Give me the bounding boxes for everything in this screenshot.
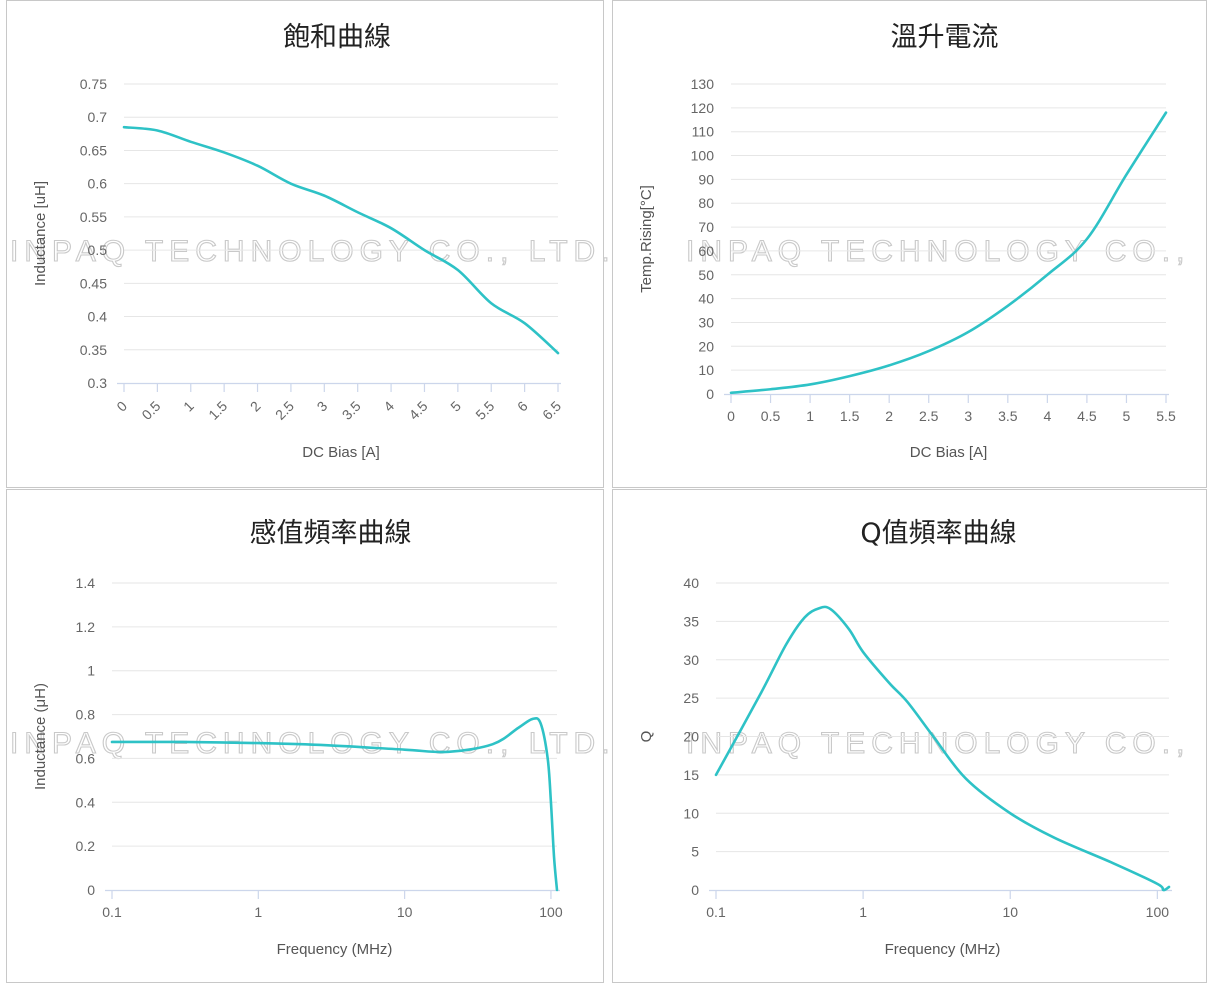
q-frequency-x-tick-label: 10: [1002, 904, 1018, 920]
inductance-frequency-y-tick-label: 1.4: [76, 575, 96, 591]
q-frequency-x-tick-label: 100: [1146, 904, 1170, 920]
saturation-x-axis-label: DC Bias [A]: [302, 444, 380, 461]
q-frequency-y-axis-label: Q: [638, 731, 655, 743]
inductance-frequency-series-line: [110, 716, 559, 892]
saturation-x-tick-label: 0.5: [138, 398, 163, 423]
inductance-frequency-y-tick-label: 0.4: [76, 794, 96, 810]
temperature-rise-x-tick-label: 1.5: [840, 408, 860, 424]
temperature-rise-chart-title: 溫升電流: [891, 22, 999, 53]
temperature-rise-y-tick-label: 70: [698, 219, 714, 235]
temperature-rise-x-tick-label: 2.5: [919, 408, 939, 424]
inductance-frequency-x-tick-label: 100: [539, 904, 563, 920]
inductance-frequency-y-tick-label: 1: [87, 663, 95, 679]
temperature-rise-x-tick-label: 5.5: [1156, 408, 1176, 424]
temperature-rise-y-axis-label: Temp.Rising[°C]: [638, 185, 655, 293]
q-frequency-y-tick-label: 30: [683, 652, 699, 668]
temperature-rise-x-axis-label: DC Bias [A]: [910, 444, 988, 461]
temperature-rise-y-tick-label: 100: [691, 148, 715, 164]
temperature-rise-x-tick-label: 3: [964, 408, 972, 424]
saturation-y-tick-label: 0.75: [80, 76, 107, 92]
saturation-y-axis-label: Inductance [uH]: [32, 181, 49, 286]
saturation-x-tick-label: 2.5: [272, 398, 297, 423]
inductance-frequency-x-tick-label: 1: [254, 904, 262, 920]
temperature-rise-x-tick-label: 2: [885, 408, 893, 424]
saturation-x-tick-label: 0: [113, 398, 130, 415]
temperature-rise-x-tick-label: 0: [727, 408, 735, 424]
inductance-frequency-y-tick-label: 0: [87, 882, 95, 898]
saturation-x-tick-label: 4.5: [406, 398, 431, 423]
q-frequency-x-axis-label: Frequency (MHz): [885, 941, 1001, 958]
q-frequency-y-tick-label: 20: [683, 729, 699, 745]
temperature-rise-y-tick-label: 0: [706, 386, 714, 402]
q-frequency-x-tick-label: 0.1: [706, 904, 726, 920]
saturation-y-tick-label: 0.45: [80, 275, 107, 291]
saturation-y-tick-label: 0.5: [88, 242, 108, 258]
temperature-rise-y-tick-label: 40: [698, 291, 714, 307]
saturation-chart-panel: 飽和曲線 0.3 0.35 0.4 0.45 0.5 0.55 0.6 0.65 0.7 0.75 0…: [6, 0, 604, 488]
q-frequency-y-tick-label: 40: [683, 575, 699, 591]
saturation-x-tick-label: 6.5: [539, 398, 564, 423]
q-frequency-chart: Q值頻率曲線 0 5 10 15 20 25 30 35 40 0.1 1 10 100 Frequency…: [638, 518, 1172, 958]
q-frequency-chart-title: Q值頻率曲線: [860, 518, 1016, 549]
q-frequency-chart-panel: Q值頻率曲線 0 5 10 15 20 25 30 35 40 0.1 1 10 100 Frequency…: [612, 489, 1207, 983]
temperature-rise-x-tick-label: 1: [806, 408, 814, 424]
inductance-frequency-chart-title: 感值頻率曲線: [250, 518, 412, 549]
temperature-rise-y-tick-label: 50: [698, 267, 714, 283]
inductance-frequency-y-tick-label: 0.6: [76, 750, 96, 766]
temperature-rise-y-tick-label: 90: [698, 171, 714, 187]
temperature-rise-x-tick-label: 3.5: [998, 408, 1018, 424]
temperature-rise-y-tick-label: 110: [692, 124, 715, 140]
inductance-frequency-chart: 感值頻率曲線 0 0.2 0.4 0.6 0.8 1 1.2 1.4 0.1 1 10 100 Frequ…: [32, 518, 563, 958]
q-frequency-y-tick-label: 0: [691, 882, 699, 898]
temperature-rise-series-line: [729, 111, 1168, 395]
saturation-y-tick-label: 0.55: [80, 209, 107, 225]
saturation-y-tick-label: 0.4: [88, 309, 108, 325]
temperature-rise-y-tick-label: 30: [698, 314, 714, 330]
q-frequency-series-line: [714, 605, 1171, 892]
inductance-frequency-x-tick-label: 10: [397, 904, 413, 920]
inductance-frequency-y-tick-label: 0.8: [76, 707, 96, 723]
saturation-x-tick-label: 3.5: [339, 398, 364, 423]
saturation-y-tick-label: 0.6: [88, 176, 108, 192]
saturation-chart: 飽和曲線0.30.350.40.450.50.550.60.650.70.750…: [32, 22, 564, 461]
temperature-rise-x-tick-label: 0.5: [761, 408, 781, 424]
saturation-x-tick-label: 1.5: [205, 398, 230, 423]
q-frequency-y-tick-label: 25: [683, 690, 699, 706]
temperature-rise-y-tick-label: 80: [698, 195, 714, 211]
saturation-x-tick-label: 5: [447, 398, 464, 415]
temperature-rise-y-tick-label: 10: [698, 362, 714, 378]
saturation-x-tick-label: 5.5: [472, 398, 497, 423]
inductance-frequency-y-tick-label: 0.2: [76, 838, 96, 854]
temperature-rise-y-tick-label: 130: [691, 76, 715, 92]
saturation-x-tick-label: 6: [514, 398, 531, 415]
temperature-rise-y-tick-label: 120: [691, 100, 715, 116]
saturation-x-tick-label: 1: [180, 398, 197, 415]
inductance-frequency-x-tick-label: 0.1: [102, 904, 122, 920]
temperature-rise-chart: 溫升電流 0 10 20 30 40 50 60 70 80 90 100 110 120 130 0 0.5 1…: [638, 22, 1176, 461]
temperature-rise-x-tick-label: 4.5: [1077, 408, 1097, 424]
temperature-rise-x-tick-label: 4: [1043, 408, 1051, 424]
saturation-x-tick-label: 4: [380, 398, 397, 415]
q-frequency-y-tick-label: 35: [683, 613, 699, 629]
q-frequency-y-tick-label: 15: [683, 767, 699, 783]
temperature-rise-chart-panel: 溫升電流 0 10 20 30 40 50 60 70 80 90 100 110 120 130 0 0.5 1…: [612, 0, 1207, 488]
saturation-y-tick-label: 0.3: [88, 375, 108, 391]
saturation-y-tick-label: 0.65: [80, 142, 107, 158]
saturation-x-tick-label: 2: [247, 398, 264, 415]
saturation-chart-title: 飽和曲線: [283, 22, 391, 53]
temperature-rise-y-tick-label: 60: [698, 243, 714, 259]
inductance-frequency-y-tick-label: 1.2: [76, 619, 96, 635]
saturation-y-tick-label: 0.35: [80, 342, 107, 358]
saturation-series-line: [122, 125, 560, 355]
inductance-frequency-x-axis-label: Frequency (MHz): [277, 941, 393, 958]
inductance-frequency-y-axis-label: Inductance (μH): [32, 683, 49, 790]
temperature-rise-y-tick-label: 20: [698, 338, 714, 354]
saturation-x-tick-label: 3: [314, 398, 331, 415]
q-frequency-y-tick-label: 10: [683, 805, 699, 821]
inductance-frequency-chart-panel: 感值頻率曲線 0 0.2 0.4 0.6 0.8 1 1.2 1.4 0.1 1 10 100 Frequ…: [6, 489, 604, 983]
temperature-rise-x-tick-label: 5: [1123, 408, 1131, 424]
q-frequency-y-tick-label: 5: [691, 844, 699, 860]
saturation-y-tick-label: 0.7: [88, 109, 108, 125]
q-frequency-x-tick-label: 1: [859, 904, 867, 920]
